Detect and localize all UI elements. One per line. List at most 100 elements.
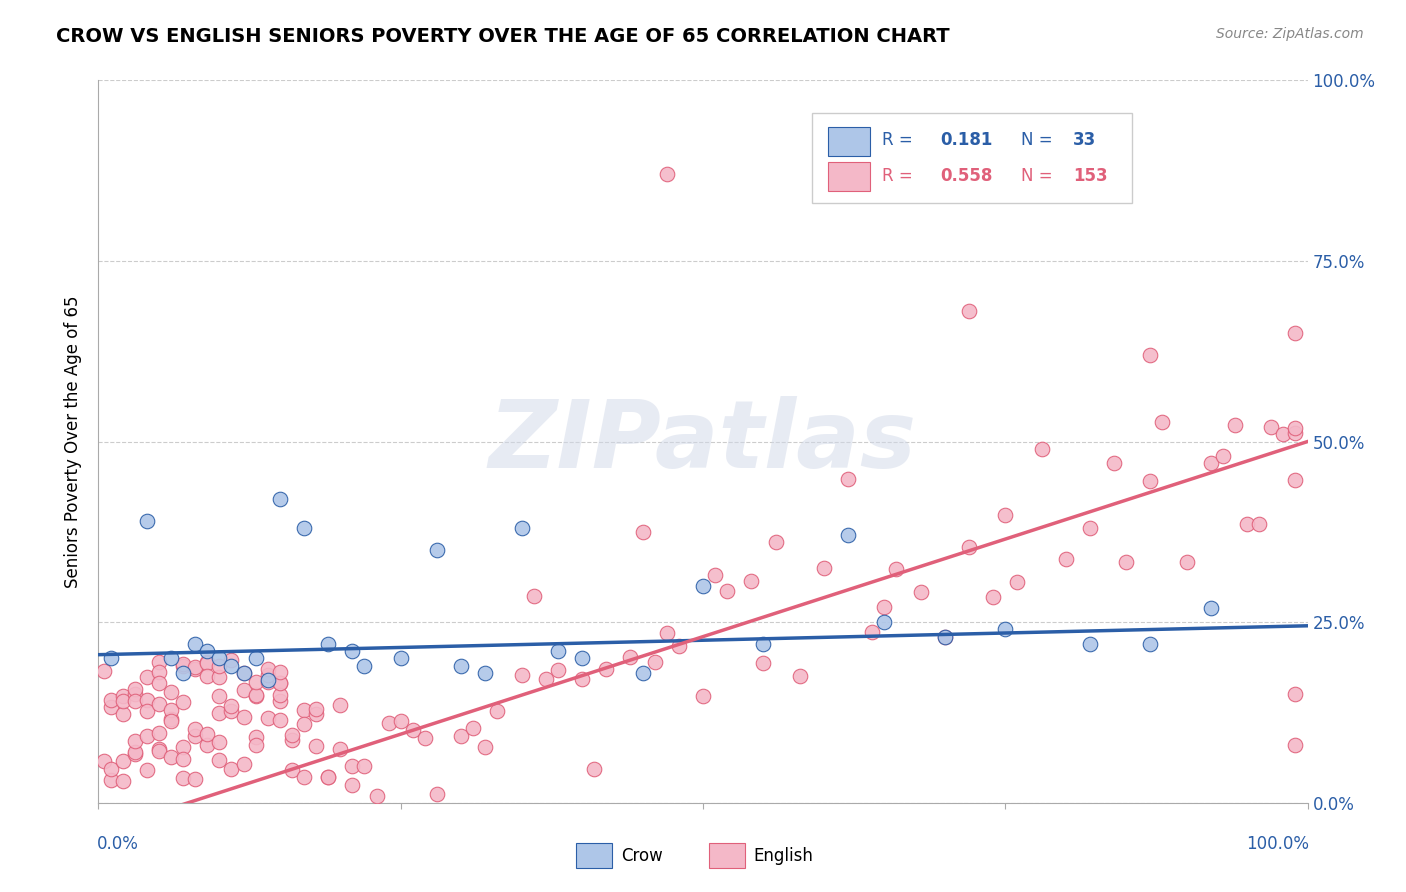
- Point: [195, 656, 218, 670]
- Point: [172, 695, 194, 709]
- Point: [353, 658, 375, 673]
- Point: [474, 740, 496, 755]
- Point: [957, 304, 980, 318]
- Point: [1007, 574, 1029, 589]
- Point: [692, 579, 714, 593]
- Point: [184, 772, 207, 787]
- Point: [1212, 449, 1234, 463]
- Point: [450, 658, 472, 673]
- Point: [402, 723, 425, 737]
- Point: [100, 699, 122, 714]
- Point: [668, 639, 690, 653]
- Point: [281, 732, 304, 747]
- Point: [1175, 555, 1198, 569]
- Point: [547, 664, 569, 678]
- Text: 33: 33: [1073, 131, 1097, 149]
- Point: [523, 589, 546, 603]
- Point: [184, 729, 207, 743]
- Point: [860, 625, 883, 640]
- Point: [135, 763, 157, 777]
- Point: [124, 694, 146, 708]
- Point: [716, 583, 738, 598]
- Point: [208, 735, 231, 749]
- Point: [655, 167, 678, 181]
- Point: [184, 722, 207, 736]
- Y-axis label: Seniors Poverty Over the Age of 65: Seniors Poverty Over the Age of 65: [65, 295, 83, 588]
- Point: [148, 697, 170, 711]
- Point: [160, 651, 183, 665]
- Point: [292, 770, 315, 784]
- Point: [124, 734, 146, 748]
- Point: [994, 623, 1017, 637]
- Point: [765, 535, 787, 549]
- Point: [245, 688, 267, 702]
- Point: [124, 687, 146, 701]
- FancyBboxPatch shape: [811, 112, 1132, 203]
- Point: [981, 590, 1004, 604]
- Point: [547, 644, 569, 658]
- Point: [1139, 474, 1161, 488]
- Text: R =: R =: [882, 131, 918, 149]
- Point: [1054, 552, 1077, 566]
- Point: [160, 714, 183, 728]
- Point: [269, 676, 291, 690]
- Point: [232, 666, 254, 681]
- Point: [160, 685, 183, 699]
- Point: [837, 528, 859, 542]
- Point: [426, 787, 449, 801]
- Point: [148, 726, 170, 740]
- Point: [93, 664, 115, 678]
- Point: [837, 472, 859, 486]
- Point: [1102, 456, 1125, 470]
- Point: [148, 676, 170, 690]
- Point: [232, 756, 254, 771]
- Point: [184, 662, 207, 676]
- Point: [256, 662, 278, 676]
- FancyBboxPatch shape: [576, 843, 613, 868]
- Point: [957, 541, 980, 555]
- Point: [1139, 637, 1161, 651]
- Point: [195, 656, 218, 670]
- Point: [195, 669, 218, 683]
- Point: [208, 689, 231, 703]
- Point: [111, 694, 134, 708]
- Point: [245, 730, 267, 744]
- Point: [305, 739, 328, 753]
- Point: [256, 667, 278, 681]
- Point: [111, 689, 134, 703]
- Text: R =: R =: [882, 168, 918, 186]
- Point: [366, 789, 388, 803]
- Point: [124, 745, 146, 759]
- Point: [221, 658, 243, 673]
- Point: [426, 542, 449, 557]
- Point: [353, 758, 375, 772]
- FancyBboxPatch shape: [828, 128, 870, 156]
- Point: [1223, 418, 1246, 433]
- Point: [256, 711, 278, 725]
- Point: [692, 689, 714, 703]
- Point: [111, 755, 134, 769]
- Text: 0.0%: 0.0%: [97, 835, 139, 854]
- Point: [269, 492, 291, 507]
- Point: [292, 703, 315, 717]
- Point: [160, 712, 183, 726]
- Point: [124, 747, 146, 761]
- Point: [232, 665, 254, 680]
- Point: [583, 762, 606, 776]
- Point: [135, 514, 157, 528]
- Point: [571, 651, 593, 665]
- Point: [208, 669, 231, 683]
- Point: [195, 727, 218, 741]
- FancyBboxPatch shape: [828, 162, 870, 191]
- Point: [172, 752, 194, 766]
- Point: [873, 615, 896, 630]
- Point: [184, 637, 207, 651]
- Text: Crow: Crow: [621, 847, 662, 864]
- Point: [245, 738, 267, 752]
- Point: [208, 706, 231, 720]
- Point: [994, 508, 1017, 522]
- Point: [208, 659, 231, 673]
- Point: [100, 762, 122, 776]
- Point: [450, 729, 472, 743]
- Point: [486, 704, 509, 718]
